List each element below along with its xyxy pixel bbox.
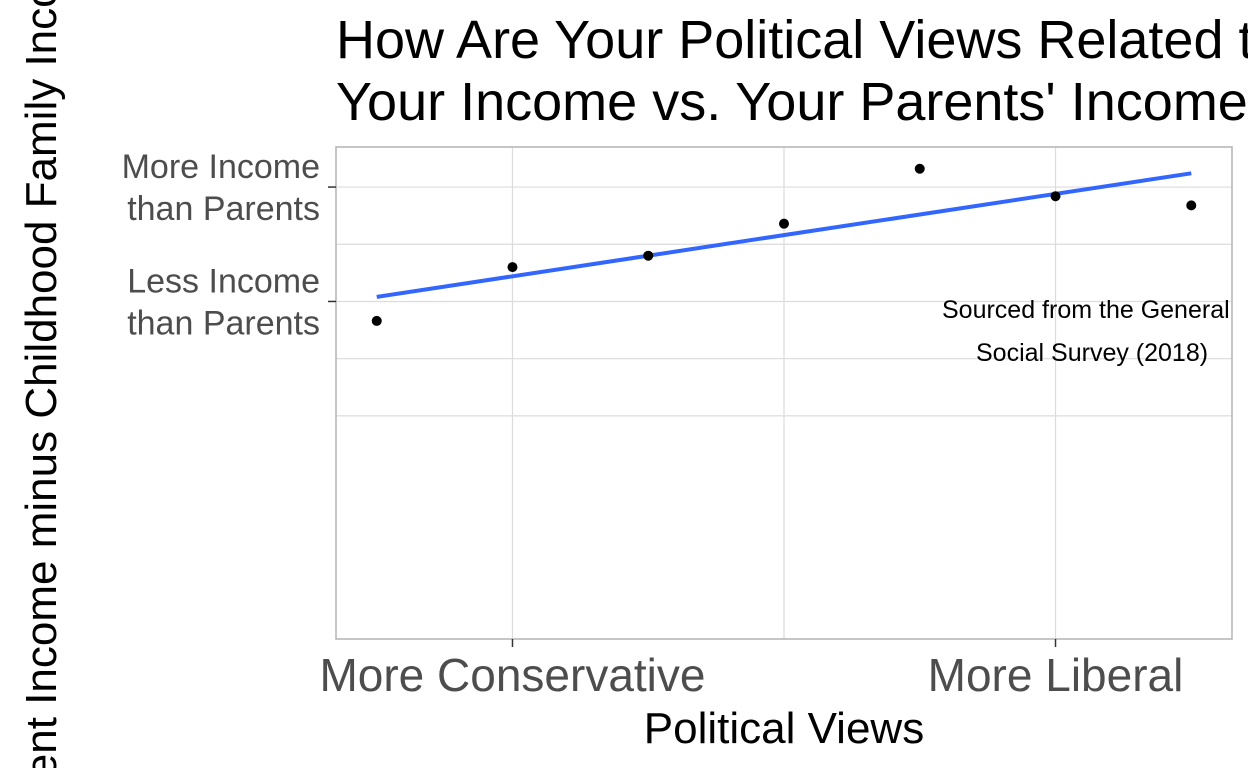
data-point [371,315,382,326]
data-point [507,262,518,273]
data-point [779,218,789,229]
y-tick-label: More Income [122,148,320,186]
x-axis-title: Political Views [644,704,924,753]
panel-border [335,146,1233,640]
chart-title-line-2: Your Income vs. Your Parents' Income? [336,72,1248,132]
data-point [914,163,925,174]
x-tick-labels: More Conservative More Liberal [319,639,1183,701]
chart-title-line-1: How Are Your Political Views Related to [336,10,1248,70]
y-tick-label: Less Income [127,262,320,300]
y-tick-label: than Parents [127,190,320,228]
data-layer [371,163,1197,326]
x-tick-label: More Liberal [928,649,1184,701]
data-point [643,250,654,261]
y-tick-label: than Parents [127,304,320,342]
x-tick-label: More Conservative [319,649,705,701]
annotation-line-2: Social Survey (2018) [976,339,1208,367]
y-tick-labels: More Income than Parents Less Income than P… [122,148,336,342]
y-axis-title: Current Income minus Childhood Family In… [17,0,66,768]
data-point [1186,200,1197,211]
annotation-line-1: Sourced from the General [942,296,1230,324]
data-point [1050,191,1061,202]
grid-lines [336,147,1232,639]
